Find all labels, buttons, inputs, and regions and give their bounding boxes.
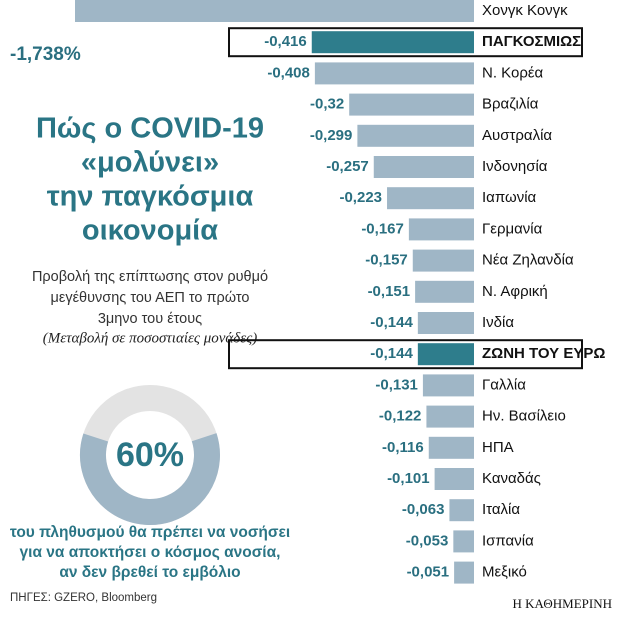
value-label: -0,144 — [370, 314, 413, 331]
bar — [349, 93, 474, 116]
value-label: -0,299 — [310, 127, 353, 144]
category-label: Ιαπωνία — [482, 189, 537, 206]
unit-note: (Μεταβολή σε ποσοστιαίες μονάδες) — [43, 330, 258, 346]
bar — [373, 156, 474, 178]
title-line: την παγκόσμια — [47, 181, 254, 213]
donut-caption: του πληθυσμού θα πρέπει να νοσήσει — [10, 524, 290, 541]
value-label: -0,167 — [361, 220, 404, 237]
highlight-box — [228, 339, 583, 370]
value-label: -0,151 — [368, 283, 411, 300]
category-label: Χονγκ Κονγκ — [482, 2, 568, 19]
value-label: -0,32 — [310, 96, 344, 113]
bar — [314, 62, 474, 85]
bar — [311, 31, 474, 54]
bar — [415, 280, 474, 303]
value-label: -0,051 — [407, 564, 450, 581]
value-label: -0,408 — [267, 64, 310, 81]
value-label: -0,101 — [387, 470, 430, 487]
category-label: Ισπανία — [482, 532, 534, 549]
category-label: Ν. Αφρική — [482, 283, 548, 300]
category-label: Καναδάς — [482, 470, 541, 487]
bar — [412, 249, 474, 272]
bar — [428, 436, 474, 459]
category-label: Ινδία — [482, 314, 514, 331]
bar — [357, 124, 474, 147]
bar — [453, 530, 474, 553]
subtitle-line: μεγέθυνσης του ΑΕΠ το πρώτο — [51, 290, 250, 306]
value-label: -0,116 — [382, 439, 424, 456]
category-label: Γαλλία — [482, 376, 526, 393]
value-label: -0,053 — [406, 532, 449, 549]
title-line: «μολύνει» — [81, 147, 219, 179]
category-label: Νέα Ζηλανδία — [482, 252, 574, 269]
category-label: Ν. Κορέα — [482, 64, 544, 81]
category-label: Ινδονησία — [482, 158, 548, 175]
bar — [434, 468, 474, 490]
donut-caption: αν δεν βρεθεί το εμβόλιο — [59, 564, 240, 581]
source: ΠΗΓΕΣ: GZERO, Bloomberg — [10, 592, 157, 604]
bar — [417, 312, 474, 334]
value-label: -0,223 — [339, 189, 382, 206]
title-line: οικονομία — [82, 215, 218, 247]
category-label: Γερμανία — [482, 220, 543, 237]
bar — [454, 561, 474, 584]
value-label: -0,063 — [402, 501, 445, 518]
value-label: -0,257 — [326, 158, 369, 175]
category-label: Ην. Βασίλειο — [482, 408, 566, 425]
value-label: -0,122 — [379, 408, 422, 425]
donut-arc — [80, 385, 220, 525]
donut-label: 60% — [116, 436, 184, 474]
category-label: Αυστραλία — [482, 127, 552, 144]
bar — [408, 218, 474, 241]
subtitle-line: Προβολή της επίπτωσης στον ρυθμό — [32, 269, 268, 285]
donut-caption: για να αποκτήσει ο κόσμος ανοσία, — [20, 544, 281, 561]
bar — [422, 374, 474, 397]
value-label: -1,738% — [10, 44, 81, 65]
bar — [449, 499, 474, 522]
category-label: Βραζιλία — [482, 96, 539, 113]
bar — [75, 0, 474, 22]
category-label: ΗΠΑ — [482, 439, 514, 456]
value-label: -0,157 — [365, 252, 408, 269]
bar — [426, 405, 474, 428]
value-label: -0,416 — [264, 33, 307, 50]
highlight-box — [228, 27, 583, 58]
bar — [387, 187, 474, 210]
category-label: ΖΩΝΗ ΤΟΥ ΕΥΡΩ — [482, 345, 605, 362]
value-label: -0,131 — [375, 376, 418, 393]
category-label: Μεξικό — [482, 564, 527, 581]
title-line: Πώς ο COVID-19 — [36, 113, 264, 145]
category-label: Ιταλία — [482, 501, 520, 518]
publisher: Η ΚΑΘΗΜΕΡΙΝΗ — [513, 596, 613, 611]
bar — [417, 343, 474, 366]
category-label: ΠΑΓΚΟΣΜΙΩΣ — [482, 33, 581, 50]
value-label: -0,144 — [370, 345, 413, 362]
subtitle-line: 3μηνο του έτους — [98, 311, 202, 327]
